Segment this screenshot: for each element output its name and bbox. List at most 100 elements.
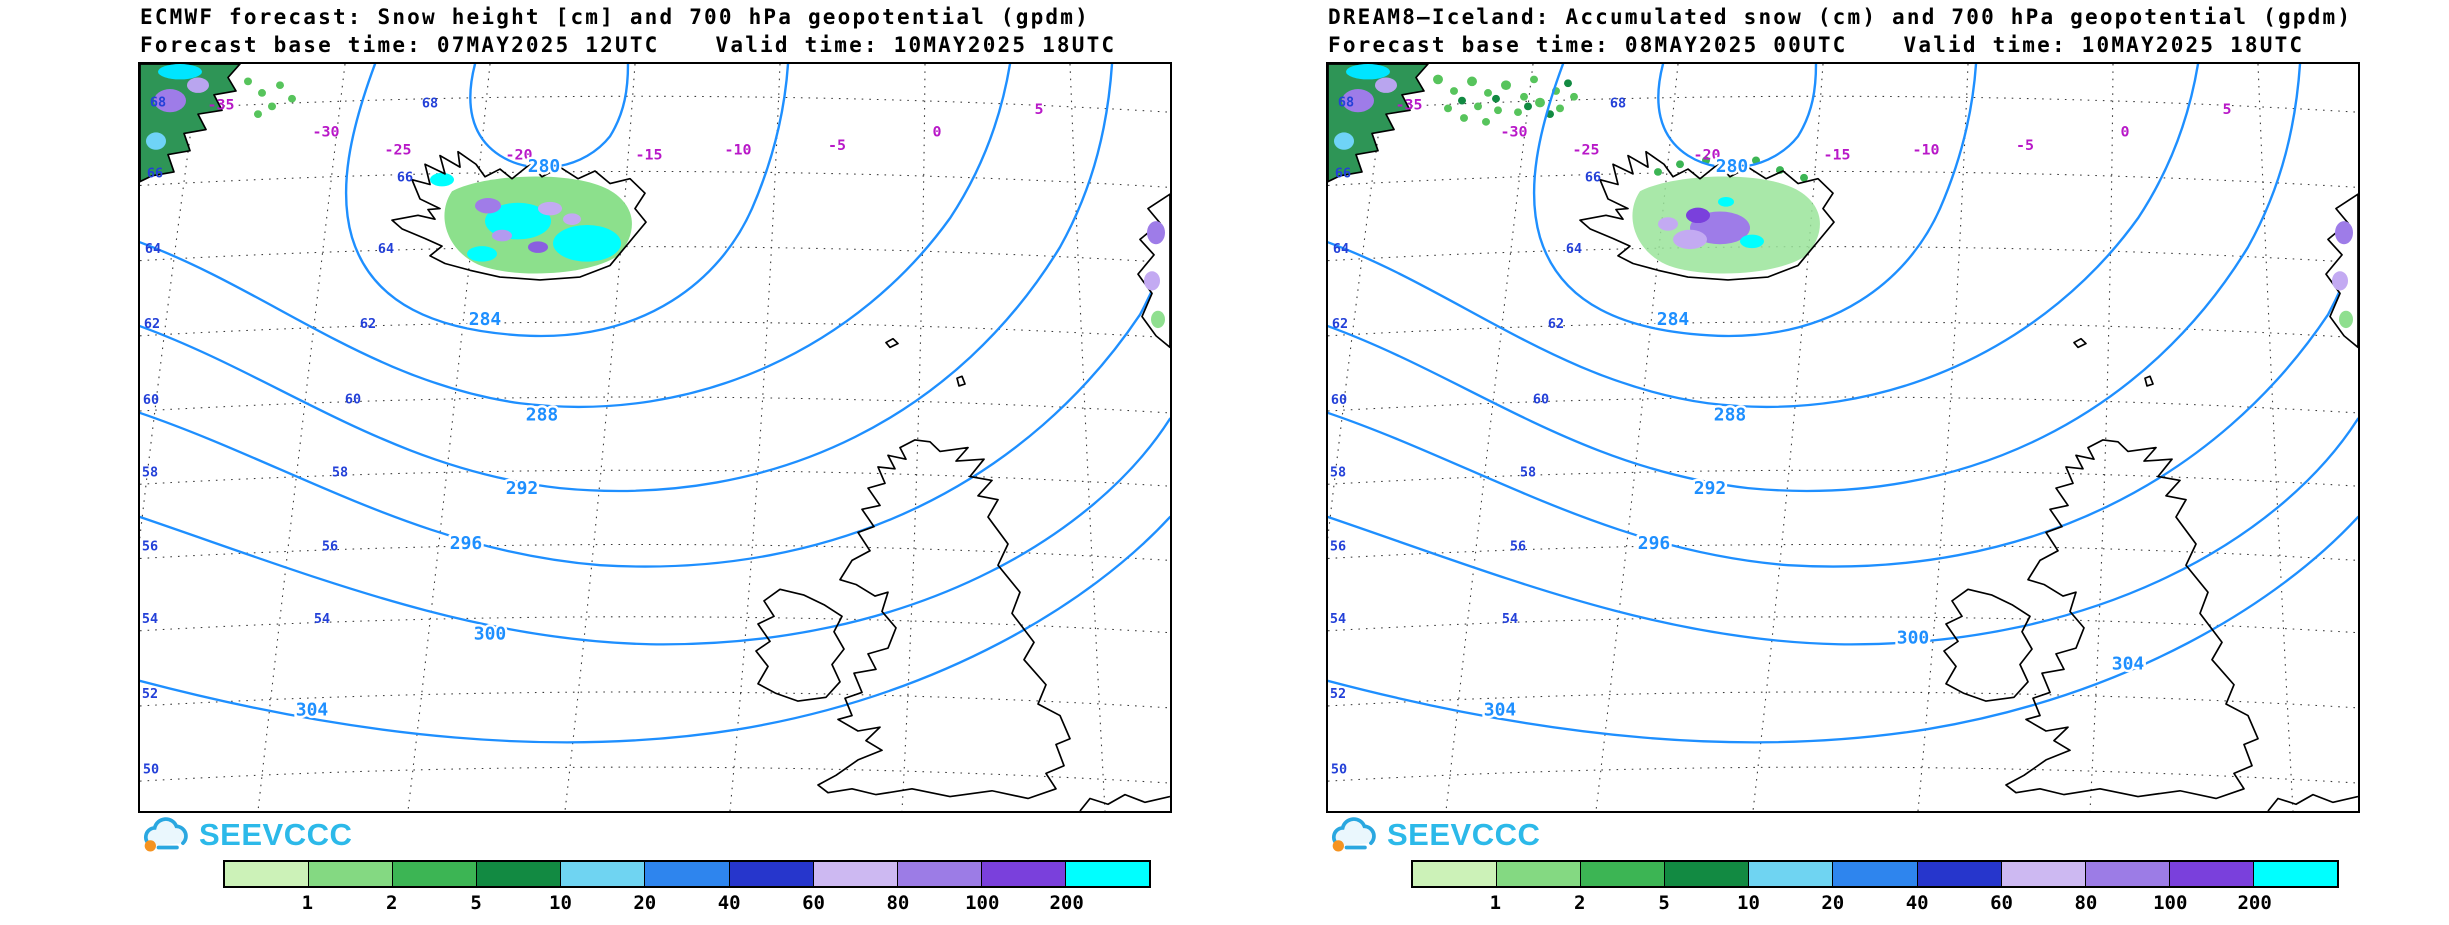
latitude-label: 60 (345, 392, 361, 407)
greenland-landmass (140, 64, 241, 183)
latitude-label: 64 (378, 242, 394, 257)
iceland-coastline (1579, 150, 1835, 281)
panel-ecmwf-forecast: ECMWF forecast: Snow height [cm] and 700… (0, 0, 1224, 925)
longitude-label: 0 (2120, 124, 2129, 141)
legend-color-segment (1748, 862, 1833, 886)
longitude-label: -35 (207, 97, 234, 114)
latitude-label: 56 (142, 540, 158, 555)
legend-tick-row: 1 2 5 10 20 40 60 80 100 200 (1411, 892, 2339, 916)
latitude-label: 60 (1331, 393, 1347, 408)
latitude-label: 52 (142, 687, 158, 702)
logo-orange-dot (144, 840, 156, 852)
legend-color-segment (560, 862, 645, 886)
map-area: -35 -30 -25 -20 -15 -10 -5 0 5 68 66 64 62 60 58 56 54 52… (138, 62, 1172, 813)
legend-color-segment (1580, 862, 1665, 886)
snow-patch (2335, 221, 2353, 245)
seevccc-logo: SEEVCCC (1328, 816, 1540, 854)
legend-tick-row: 1 2 5 10 20 40 60 80 100 200 (223, 892, 1151, 916)
map-graphic: -35 -30 -25 -20 -15 -10 -5 0 5 68 66 64 62 60 58 56 54 52… (140, 64, 1170, 811)
legend-color-segment (2168, 862, 2253, 886)
cloud-icon (143, 817, 188, 852)
latitude-label: 64 (1333, 242, 1349, 257)
latitude-label: 64 (1566, 242, 1582, 257)
legend-color-segment (476, 862, 561, 886)
forecast-base-time: Forecast base time: 08MAY2025 00UTC (1328, 33, 1848, 57)
legend-tick-label: 1 (301, 892, 314, 914)
legend-color-segment (1832, 862, 1917, 886)
legend-tick-label: 80 (886, 892, 910, 914)
longitude-label: -15 (635, 147, 662, 164)
geopotential-contour-label: 288 (526, 406, 558, 426)
latitude-label: 50 (1331, 763, 1347, 778)
latitude-label: 56 (1510, 540, 1526, 555)
ireland-coastline (755, 588, 845, 702)
longitude-label: -20 (505, 147, 532, 164)
snow-depth-legend: 1 2 5 10 20 40 60 80 100 200 (1411, 860, 2339, 916)
legend-colorbar (223, 860, 1151, 888)
geopotential-contour-label: 280 (528, 157, 560, 177)
geopotential-contour-label: 304 (296, 701, 328, 721)
latitude-label: 52 (1330, 687, 1346, 702)
legend-colorbar (1411, 860, 2339, 888)
shetland-islands (956, 375, 966, 387)
snow-shading (1433, 74, 1820, 274)
geopotential-contour-lines (1328, 64, 2358, 744)
latitude-label: 68 (422, 97, 438, 112)
snow-patch (187, 77, 209, 93)
iceland-coastline (391, 150, 647, 281)
geopotential-contour-label: 284 (469, 310, 501, 330)
snow-patch (2332, 271, 2348, 291)
legend-tick-label: 200 (1049, 892, 1084, 914)
legend-tick-label: 10 (549, 892, 572, 914)
latitude-label: 62 (1548, 317, 1564, 332)
geopotential-contour-label: 296 (450, 534, 482, 554)
ireland-coastline (1943, 588, 2033, 702)
longitude-label: -10 (1912, 142, 1939, 159)
map-subtitle: Forecast base time: 08MAY2025 00UTC Valid… (1328, 33, 2304, 57)
geopotential-contour-label: 280 (1716, 157, 1748, 177)
faroe-islands (885, 337, 899, 349)
legend-tick-label: 60 (1990, 892, 2013, 914)
france-coast-sliver (2267, 793, 2358, 811)
legend-tick-label: 20 (1821, 892, 1845, 914)
legend-color-segment (392, 862, 477, 886)
legend-color-segment (1064, 862, 1150, 886)
faroe-islands (2073, 337, 2087, 349)
graticule-grid (1328, 64, 2358, 811)
latitude-label: 56 (1330, 540, 1346, 555)
longitude-label: 0 (932, 124, 941, 141)
snow-patch (158, 64, 202, 80)
snow-patch (1334, 132, 1354, 150)
logo-wordmark: SEEVCCC (1387, 817, 1541, 852)
snow-patch (1346, 64, 1390, 80)
legend-tick-label: 40 (1905, 892, 1929, 914)
map-subtitle: Forecast base time: 07MAY2025 12UTC Valid… (140, 33, 1116, 57)
great-britain-coastline (817, 439, 1071, 800)
legend-color-segment (980, 862, 1065, 886)
snow-patch (1151, 310, 1165, 329)
legend-color-segment (2252, 862, 2338, 886)
geopotential-contour-label: 296 (1638, 534, 1670, 554)
legend-tick-label: 5 (1658, 892, 1670, 914)
latitude-label: 66 (1335, 167, 1351, 182)
legend-tick-label: 1 (1489, 892, 1502, 914)
longitude-label: -25 (1572, 142, 1599, 159)
latitude-label: 58 (332, 466, 348, 481)
great-britain-coastline (2005, 439, 2259, 800)
greenland-landmass (1328, 64, 1429, 183)
latitude-label: 66 (1585, 171, 1601, 186)
legend-color-segment (812, 862, 897, 886)
snow-patch (1147, 221, 1165, 245)
longitude-label: -10 (724, 142, 751, 159)
snow-patch (1342, 89, 1374, 113)
legend-tick-label: 5 (470, 892, 482, 914)
latitude-label: 66 (147, 167, 163, 182)
graticule-grid (140, 64, 1170, 811)
coastlines (391, 150, 1170, 811)
geopotential-contour-label: 292 (506, 479, 538, 499)
geopotential-contour-label: 288 (1714, 406, 1746, 426)
shetland-islands (2144, 375, 2154, 387)
latitude-label: 62 (1332, 317, 1348, 332)
map-title: DREAM8–Iceland: Accumulated snow (cm) an… (1328, 5, 2353, 29)
france-coast-sliver (1079, 793, 1170, 811)
